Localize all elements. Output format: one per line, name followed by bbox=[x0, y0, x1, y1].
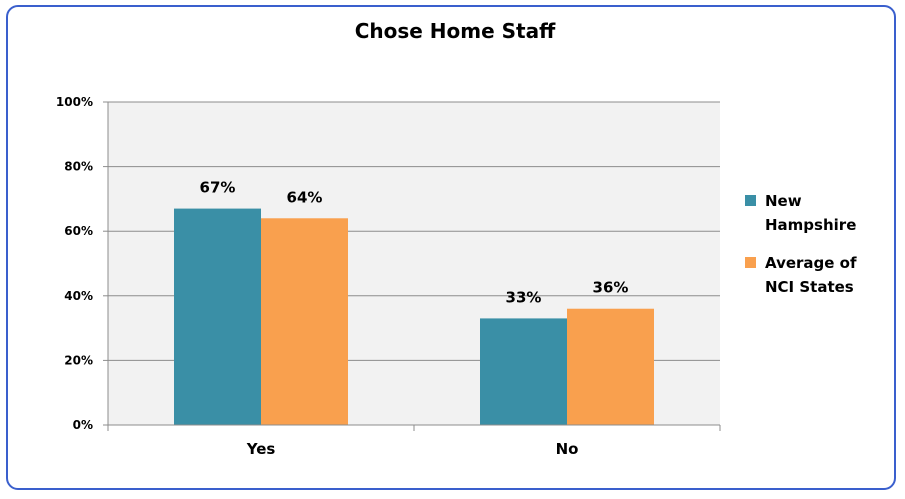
bar bbox=[567, 308, 654, 425]
y-tick-label: 80% bbox=[64, 160, 93, 174]
legend: New Hampshire Average of NCI States bbox=[745, 192, 857, 296]
chart-title: Chose Home Staff bbox=[355, 19, 556, 43]
y-tick-label: 40% bbox=[64, 289, 93, 303]
legend-swatch bbox=[745, 257, 756, 268]
y-tick-label: 100% bbox=[56, 95, 93, 109]
data-label: 33% bbox=[506, 288, 542, 306]
y-tick-label: 20% bbox=[64, 353, 93, 367]
legend-label: NCI States bbox=[765, 278, 854, 296]
data-label: 67% bbox=[200, 179, 236, 197]
bars: 67% 64% 33% 36% bbox=[174, 179, 654, 425]
y-tick-label: 0% bbox=[73, 418, 93, 432]
y-axis: 0% 20% 40% 60% 80% 100% bbox=[56, 95, 109, 432]
data-label: 36% bbox=[593, 279, 629, 297]
legend-swatch bbox=[745, 195, 756, 206]
x-axis: Yes No bbox=[107, 424, 721, 458]
bar bbox=[480, 318, 567, 425]
bar bbox=[174, 208, 261, 425]
x-tick-label: No bbox=[556, 440, 579, 458]
y-tick-label: 60% bbox=[64, 224, 93, 238]
x-tick-label: Yes bbox=[246, 440, 276, 458]
legend-label: Average of bbox=[765, 254, 857, 272]
data-label: 64% bbox=[287, 188, 323, 206]
legend-label: New bbox=[765, 192, 802, 210]
legend-label: Hampshire bbox=[765, 216, 856, 234]
bar bbox=[261, 218, 348, 425]
